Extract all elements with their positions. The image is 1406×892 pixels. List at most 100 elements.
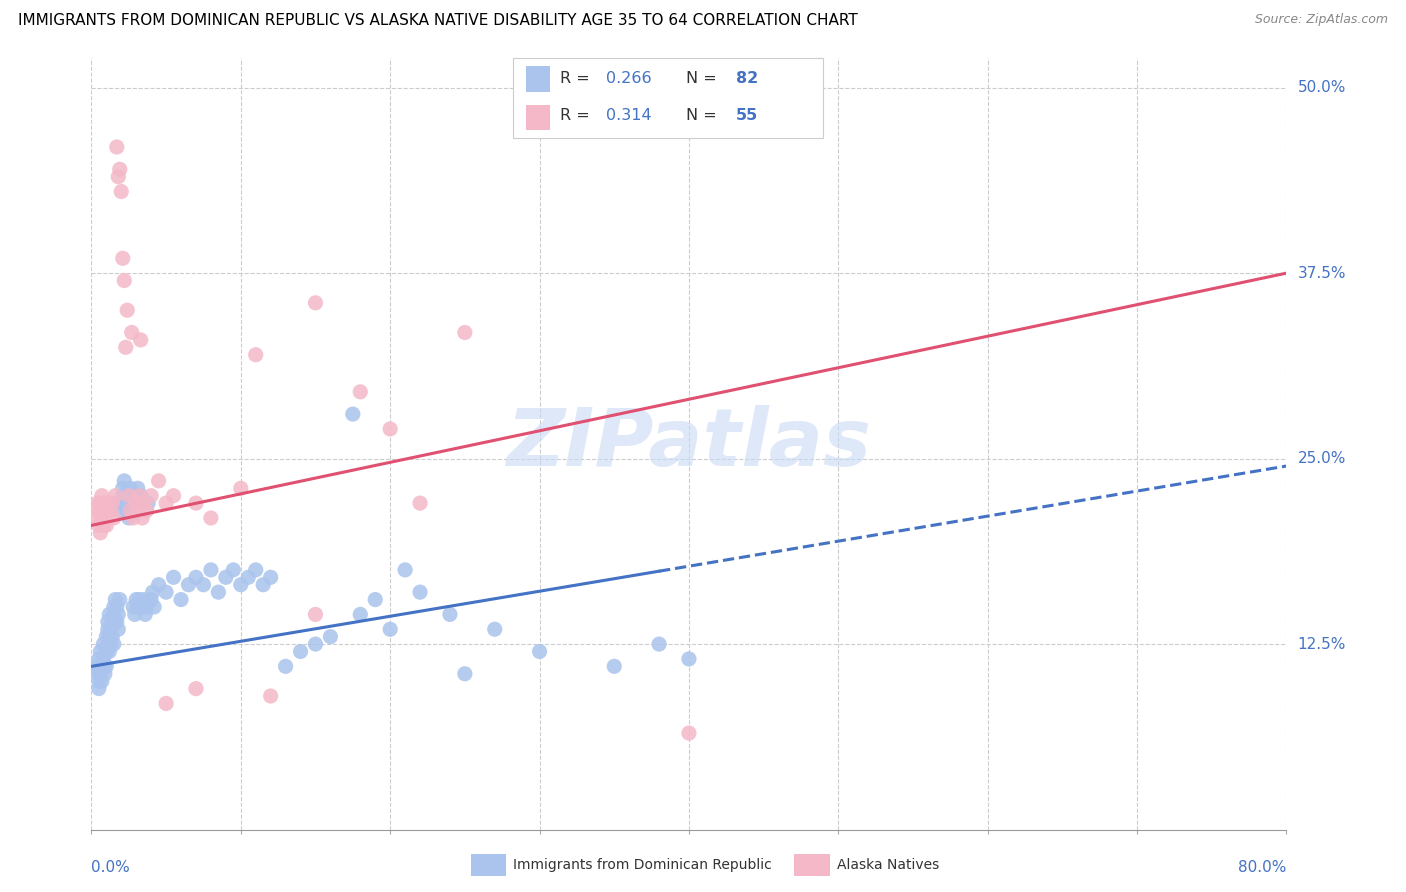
Point [97,503,120,517]
Point [89,644,111,658]
Point [155,496,177,510]
FancyBboxPatch shape [513,58,823,138]
Point [84,511,107,525]
Point [107,622,129,636]
Point [229,578,252,592]
Point [364,592,387,607]
Point [103,599,125,614]
Point [141,592,162,607]
Point [104,489,127,503]
Point [124,607,146,622]
Point [90,659,112,673]
Point [103,637,125,651]
Point [148,578,170,592]
Point [132,496,155,510]
Point [162,570,184,584]
Point [304,607,326,622]
Point [603,659,626,673]
Point [94,659,117,673]
Point [96,630,118,644]
Text: 55: 55 [735,108,758,123]
Point [122,599,145,614]
Point [155,697,177,711]
Point [135,599,157,614]
Point [108,592,131,607]
Point [125,496,148,510]
Point [107,607,129,622]
Point [229,481,252,495]
Text: 12.5%: 12.5% [1298,637,1346,651]
Point [111,481,134,495]
Point [200,563,222,577]
Text: 80.0%: 80.0% [1239,860,1286,875]
Point [135,503,157,517]
Point [484,622,506,636]
Point [90,511,112,525]
Point [142,585,165,599]
Point [378,622,402,636]
Point [148,474,170,488]
Point [259,689,281,703]
Point [90,674,112,689]
Point [131,511,153,525]
Point [100,503,122,517]
Point [454,666,477,681]
Text: 25.0%: 25.0% [1298,451,1346,467]
Point [89,666,111,681]
Point [114,340,136,354]
Point [100,622,122,636]
Text: 82: 82 [735,70,758,86]
Point [215,570,238,584]
Point [184,681,207,696]
Point [104,592,127,607]
Point [134,607,156,622]
Point [110,496,132,510]
Point [136,496,159,510]
Point [132,592,155,607]
Point [111,489,134,503]
Point [89,525,111,540]
Point [207,585,229,599]
Point [98,644,121,658]
Point [245,348,267,362]
Point [120,481,142,495]
Text: N =: N = [686,108,723,123]
Point [111,252,134,266]
Point [131,599,153,614]
Point [162,489,184,503]
Point [96,644,118,658]
Text: 0.266: 0.266 [606,70,651,86]
Point [378,422,402,436]
Point [120,503,142,517]
Point [529,644,551,658]
Point [105,599,128,614]
Point [127,599,149,614]
Point [89,496,111,510]
Point [222,563,245,577]
Text: R =: R = [560,70,595,86]
Point [319,630,342,644]
Point [121,326,143,340]
Point [110,185,132,199]
Point [84,659,107,673]
Point [93,518,115,533]
Point [304,637,326,651]
Point [112,496,135,510]
Point [94,666,117,681]
Point [155,585,177,599]
Point [143,599,166,614]
Text: Source: ZipAtlas.com: Source: ZipAtlas.com [1254,13,1388,27]
Point [103,607,125,622]
Bar [526,66,550,92]
Point [409,585,432,599]
Point [87,681,110,696]
Point [122,511,145,525]
Point [128,489,150,503]
Point [100,637,122,651]
Point [129,333,152,347]
Point [118,489,141,503]
Point [304,295,326,310]
Point [94,496,117,510]
Point [648,637,671,651]
Point [115,303,138,318]
